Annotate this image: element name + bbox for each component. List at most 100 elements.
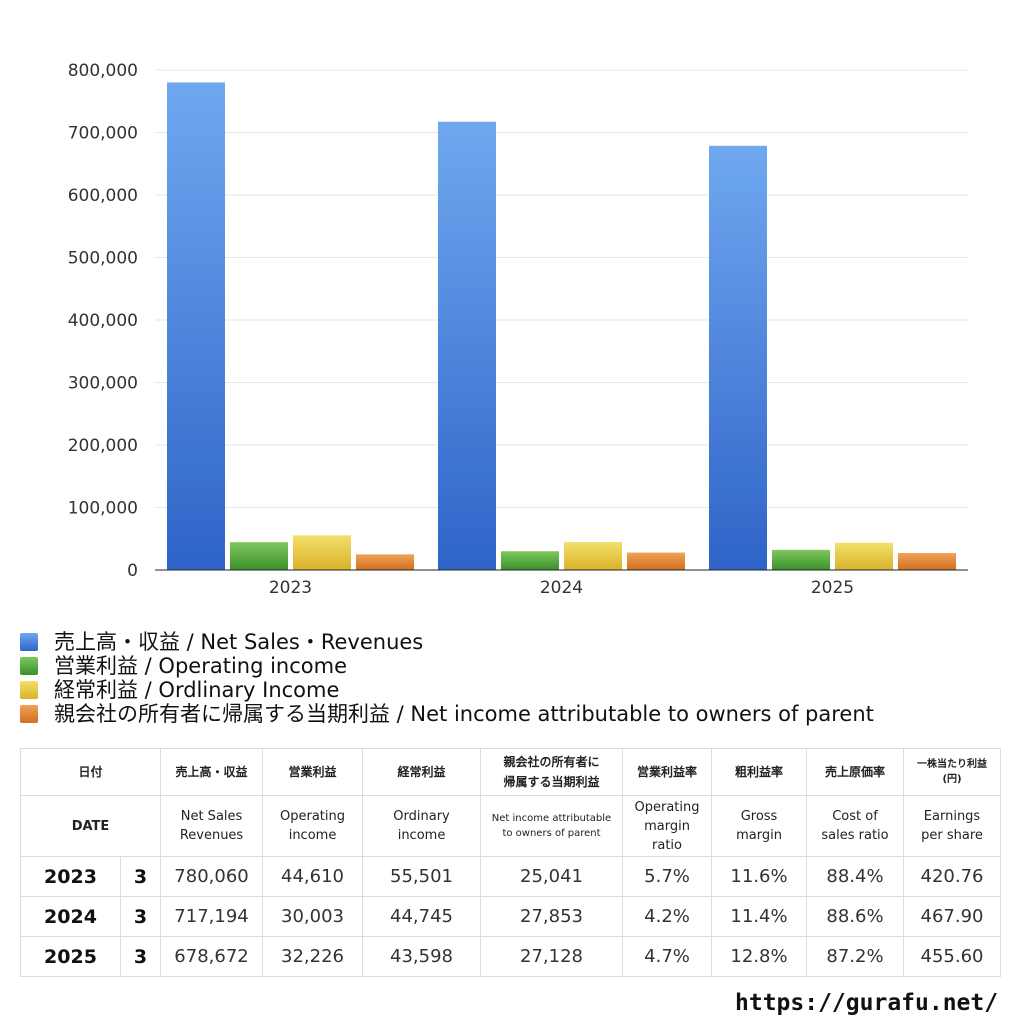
y-tick-label: 100,000 <box>68 499 138 519</box>
legend: 売上高・収益 / Net Sales・Revenues 営業利益 / Opera… <box>20 630 874 726</box>
header-eps-jp: 一株当たり利益 (円) <box>903 748 1002 796</box>
header-eps-en-line1: Earnings <box>923 809 981 824</box>
header-sales-en-line2: Revenues <box>179 828 244 843</box>
header-net-income-en-line2: to owners of parent <box>502 828 601 839</box>
legend-swatch-net-income <box>20 705 38 723</box>
header-cost-en: Cost of sales ratio <box>806 795 905 857</box>
header-date-jp: 日付 <box>19 748 162 796</box>
table-header-jp: 日付 売上高・収益 営業利益 経常利益 親会社の所有者に 帰属する当期利益 営業利… <box>19 748 1002 796</box>
header-sales-en: Net Sales Revenues <box>160 795 264 857</box>
cell-year: 2024 <box>20 896 121 937</box>
table-row: 2024 3 717,194 30,003 44,745 27,853 4.2%… <box>20 896 1002 937</box>
header-ordinary-en-line2: income <box>397 828 446 843</box>
source-url[interactable]: https://gurafu.net/ <box>735 990 999 1016</box>
header-operating-en-line1: Operating <box>280 809 346 824</box>
cell-eps: 420.76 <box>903 856 1002 897</box>
bar-ordinary-income-2024 <box>564 542 622 570</box>
header-gross-en-line1: Gross <box>740 809 778 824</box>
legend-item-net-income: 親会社の所有者に帰属する当期利益 / Net income attributab… <box>20 702 874 726</box>
table-header-en: DATE Net Sales Revenues Operating income O… <box>19 795 1002 857</box>
header-op-margin-en-line1: Operating <box>634 799 700 815</box>
header-ordinary-en-line1: Ordinary <box>393 809 450 824</box>
cell-op-margin: 4.7% <box>622 936 713 977</box>
y-tick-label: 200,000 <box>68 436 138 456</box>
cell-year: 2023 <box>20 856 121 897</box>
cell-cost: 88.6% <box>806 896 905 937</box>
bar-net-income-2024 <box>627 552 685 570</box>
cell-eps: 467.90 <box>903 896 1002 937</box>
header-gross-jp: 粗利益率 <box>711 748 808 796</box>
cell-operating: 30,003 <box>262 896 364 937</box>
header-date-en: DATE <box>19 795 162 857</box>
header-eps-jp-line2: (円) <box>942 774 962 785</box>
header-net-income-en-line1: Net income attributable <box>491 813 612 824</box>
header-cost-en-line2: sales ratio <box>821 828 889 843</box>
bar-operating-income-2025 <box>772 549 830 570</box>
cell-month: 3 <box>119 856 162 897</box>
header-sales-en-line1: Net Sales <box>180 809 243 824</box>
y-tick-label: 300,000 <box>68 374 138 394</box>
header-op-margin-en-line3: ratio <box>652 837 682 853</box>
cell-net-income: 25,041 <box>480 856 624 897</box>
x-tick-label: 2025 <box>811 578 854 598</box>
cell-gross: 11.6% <box>711 856 808 897</box>
cell-ordinary: 43,598 <box>362 936 482 977</box>
legend-item-operating-income: 営業利益 / Operating income <box>20 654 874 678</box>
y-tick-label: 800,000 <box>68 61 138 81</box>
y-tick-label: 500,000 <box>68 249 138 269</box>
y-tick-label: 0 <box>127 561 138 581</box>
bar-net-sales-2025 <box>709 145 767 570</box>
cell-gross: 11.4% <box>711 896 808 937</box>
cell-year: 2025 <box>20 936 121 977</box>
cell-op-margin: 4.2% <box>622 896 713 937</box>
cell-cost: 88.4% <box>806 856 905 897</box>
cell-ordinary: 55,501 <box>362 856 482 897</box>
header-cost-en-line1: Cost of <box>832 809 878 824</box>
x-tick-label: 2023 <box>269 578 312 598</box>
header-eps-en-line2: per share <box>921 828 983 843</box>
cell-sales: 780,060 <box>160 856 264 897</box>
legend-item-ordinary-income: 経常利益 / Ordlinary Income <box>20 678 874 702</box>
legend-swatch-ordinary-income <box>20 681 38 699</box>
cell-ordinary: 44,745 <box>362 896 482 937</box>
bar-ordinary-income-2023 <box>293 535 351 570</box>
grid-lines <box>155 69 968 508</box>
header-net-income-jp-line2: 帰属する当期利益 <box>503 775 600 789</box>
bar-ordinary-income-2025 <box>835 542 893 570</box>
bar-net-income-2025 <box>898 553 956 570</box>
header-operating-jp: 営業利益 <box>262 748 364 796</box>
header-operating-en: Operating income <box>262 795 364 857</box>
header-ordinary-jp: 経常利益 <box>362 748 482 796</box>
legend-item-net-sales: 売上高・収益 / Net Sales・Revenues <box>20 630 874 654</box>
bar-net-income-2023 <box>356 554 414 570</box>
header-sales-jp: 売上高・収益 <box>160 748 264 796</box>
header-cost-jp: 売上原価率 <box>806 748 905 796</box>
bar-net-sales-2024 <box>438 121 496 570</box>
cell-sales: 717,194 <box>160 896 264 937</box>
header-gross-en-line2: margin <box>736 828 782 843</box>
header-op-margin-jp: 営業利益率 <box>622 748 713 796</box>
bar-operating-income-2024 <box>501 551 559 570</box>
cell-operating: 44,610 <box>262 856 364 897</box>
header-ordinary-en: Ordinary income <box>362 795 482 857</box>
header-eps-en: Earnings per share <box>903 795 1002 857</box>
cell-net-income: 27,853 <box>480 896 624 937</box>
legend-swatch-operating-income <box>20 657 38 675</box>
header-op-margin-en: Operating margin ratio <box>622 795 713 857</box>
header-net-income-jp: 親会社の所有者に 帰属する当期利益 <box>480 748 624 796</box>
legend-label-ordinary-income: 経常利益 / Ordlinary Income <box>54 678 340 702</box>
legend-label-net-income: 親会社の所有者に帰属する当期利益 / Net income attributab… <box>54 702 874 726</box>
legend-label-operating-income: 営業利益 / Operating income <box>54 654 348 678</box>
cell-op-margin: 5.7% <box>622 856 713 897</box>
bar-chart: 0 100,000 200,000 300,000 400,000 500,000 600,… <box>68 61 968 598</box>
cell-operating: 32,226 <box>262 936 364 977</box>
cell-gross: 12.8% <box>711 936 808 977</box>
table-row: 2025 3 678,672 32,226 43,598 27,128 4.7%… <box>20 936 1002 977</box>
cell-cost: 87.2% <box>806 936 905 977</box>
header-net-income-en: Net income attributable to owners of pare… <box>480 795 624 857</box>
y-axis: 0 100,000 200,000 300,000 400,000 500,000 600,… <box>68 61 138 581</box>
y-tick-label: 400,000 <box>68 311 138 331</box>
header-net-income-jp-line1: 親会社の所有者に <box>503 755 600 769</box>
legend-swatch-net-sales <box>20 633 38 651</box>
cell-sales: 678,672 <box>160 936 264 977</box>
